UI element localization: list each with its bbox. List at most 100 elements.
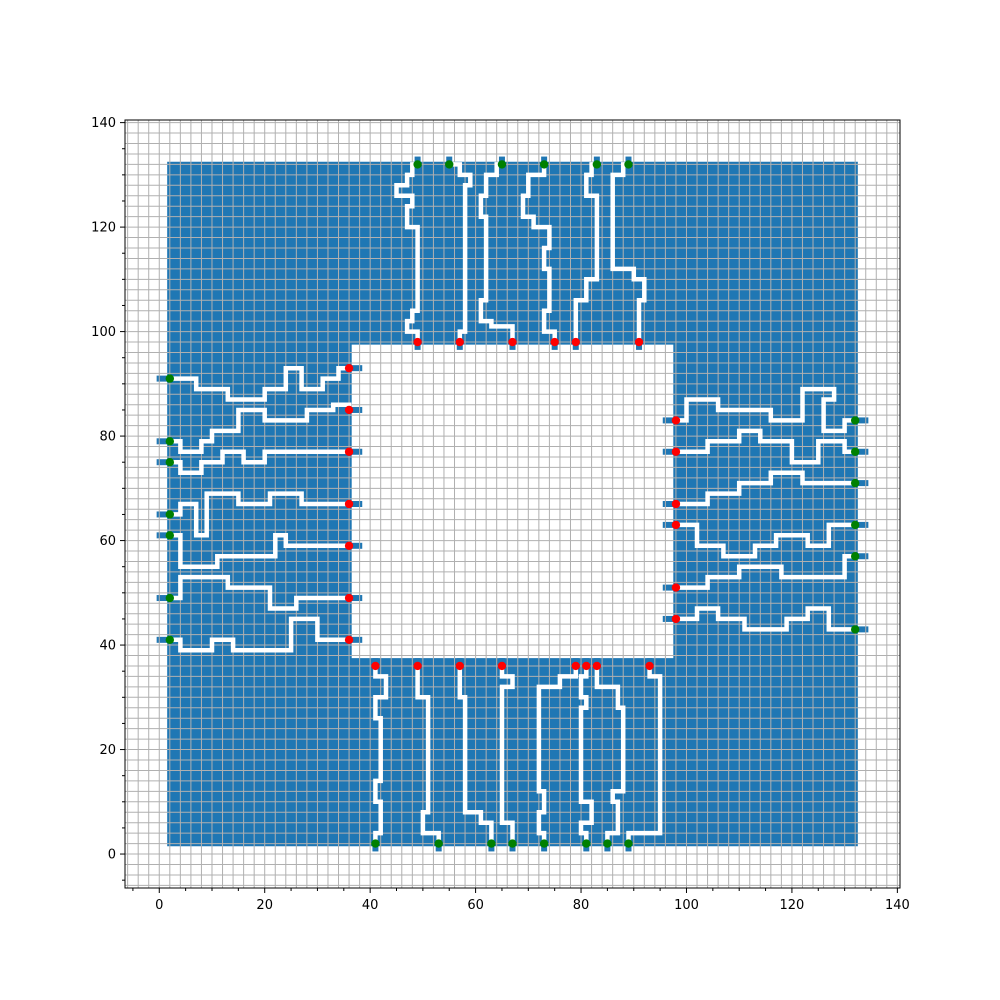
inner-pin-point: [671, 416, 681, 425]
y-tick-label: 20: [99, 743, 116, 758]
route-trace: [394, 162, 420, 345]
inner-pin-point: [571, 661, 580, 671]
route-trace: [673, 386, 858, 434]
route-trace: [167, 402, 352, 455]
inner-pin-point: [413, 337, 422, 347]
x-tick-label: 20: [256, 898, 273, 913]
outer-pin-point: [413, 160, 422, 169]
y-tick-label: 40: [99, 639, 116, 654]
plot-area: 0 20 40 60 80 100 120 140 0 20 40 60 80 100 120 140: [91, 116, 910, 913]
inner-pin-point: [344, 405, 354, 415]
outer-pin-point: [371, 839, 380, 848]
inner-pin-point: [508, 337, 517, 347]
y-tick-label: 80: [99, 430, 116, 445]
route-trace: [626, 663, 663, 846]
inner-pin-point: [671, 583, 681, 592]
inner-pin-point: [455, 337, 464, 347]
inner-pin-point: [571, 337, 580, 347]
outer-pin-point: [539, 839, 549, 848]
outer-pin-point: [497, 160, 507, 169]
route-trace: [167, 616, 352, 653]
outer-pin-point: [624, 160, 633, 169]
route-trace: [673, 522, 858, 559]
outer-pin-point: [850, 625, 860, 634]
outer-pin-point: [508, 839, 517, 848]
axes-frame: [124, 119, 901, 889]
route-trace: [478, 162, 515, 345]
route-trace: [673, 553, 858, 590]
outer-pin-point: [165, 635, 175, 645]
y-tick-label: 140: [91, 116, 116, 131]
inner-pin-point: [413, 661, 422, 671]
y-tick-label: 60: [99, 534, 116, 549]
inner-pin-point: [371, 661, 380, 671]
route-trace: [499, 663, 515, 846]
inner-pin-point: [497, 661, 507, 671]
outer-pin-point: [539, 160, 549, 169]
inner-pin-point: [645, 661, 654, 671]
outer-pin-point: [850, 447, 860, 456]
route-trace: [520, 162, 557, 345]
x-tick-label: 60: [467, 898, 484, 913]
x-tick-label: 100: [674, 898, 699, 913]
route-trace: [578, 663, 594, 846]
outer-pin-point: [850, 478, 860, 488]
outer-pin-point: [165, 593, 175, 603]
outer-pin-point: [487, 839, 496, 848]
outer-pin-point: [850, 520, 860, 530]
outer-pin-point: [850, 552, 860, 561]
inner-pin-point: [582, 661, 591, 671]
outer-pin-point: [165, 531, 175, 540]
outer-pin-point: [624, 839, 633, 848]
route-trace: [373, 663, 389, 846]
outer-pin-point: [165, 374, 175, 383]
route-trace: [673, 428, 858, 465]
outer-pin-point: [592, 160, 602, 169]
outer-pin-point: [445, 160, 454, 169]
substrate-region: [167, 161, 858, 847]
route-trace: [457, 663, 494, 846]
route-trace: [446, 162, 473, 345]
route-trace: [167, 574, 352, 611]
inner-pin-point: [671, 520, 681, 530]
route-trace: [167, 449, 352, 475]
route-trace: [673, 606, 858, 632]
route-trace: [167, 533, 352, 569]
route-trace: [673, 470, 858, 507]
outer-pin-point: [165, 437, 175, 446]
inner-pin-point: [592, 661, 602, 671]
inner-pin-point: [671, 447, 681, 456]
x-tick-label: 120: [780, 898, 805, 913]
inner-pin-point: [634, 337, 644, 347]
route-trace: [167, 491, 352, 538]
inner-pin-point: [550, 337, 559, 347]
route-trace: [167, 365, 352, 402]
inner-pin-point: [344, 635, 354, 645]
inner-pin-point: [344, 447, 354, 456]
inner-pin-point: [671, 499, 681, 509]
x-tick-label: 140: [885, 898, 910, 913]
outer-pin-point: [165, 458, 175, 467]
inner-pin-point: [344, 499, 354, 509]
outer-pin-point: [165, 510, 175, 519]
y-tick-label: 120: [91, 221, 116, 236]
outer-pin-point: [850, 416, 860, 425]
inner-pin-point: [344, 363, 354, 373]
inner-pin-point: [344, 541, 354, 550]
route-trace: [610, 162, 647, 345]
inner-pin-point: [671, 614, 681, 624]
inner-pin-point: [455, 661, 464, 671]
y-tick-label: 0: [108, 848, 116, 863]
outer-pin-point: [434, 839, 443, 848]
route-trace: [573, 162, 600, 345]
x-tick-label: 80: [573, 898, 590, 913]
outer-pin-point: [582, 839, 591, 848]
x-tick-label: 40: [362, 898, 379, 913]
outer-pin-point: [603, 839, 612, 848]
y-tick-label: 100: [91, 325, 116, 340]
inner-pin-point: [344, 593, 354, 603]
route-trace: [415, 663, 441, 846]
x-tick-label: 0: [155, 898, 163, 913]
route-trace: [594, 663, 626, 846]
